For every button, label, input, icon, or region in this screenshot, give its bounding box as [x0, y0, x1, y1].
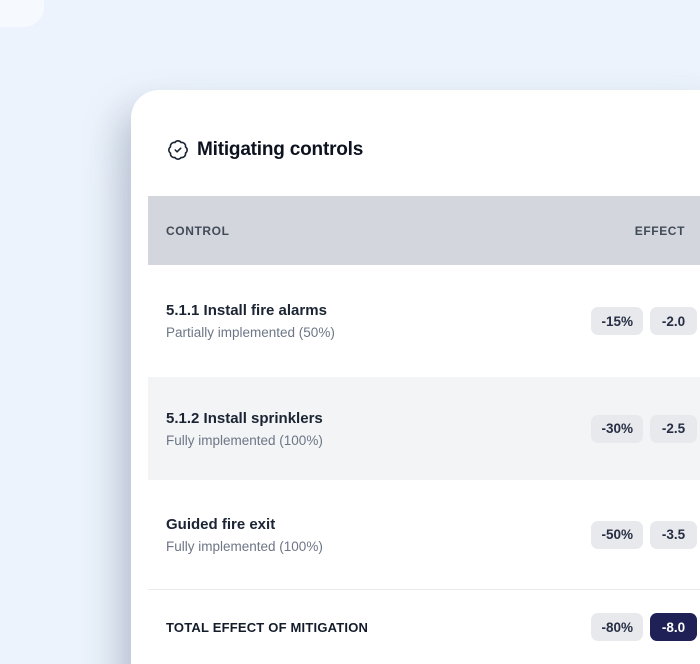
total-effect-label: TOTAL EFFECT OF MITIGATION	[166, 619, 369, 635]
total-effect-row: TOTAL EFFECT OF MITIGATION -80% -8.0	[148, 589, 700, 664]
total-effect-percent-badge: -80%	[591, 613, 643, 641]
card-header: Mitigating controls	[148, 90, 700, 196]
badge-check-icon	[167, 139, 189, 161]
effect-badges: -15% -2.0	[591, 307, 697, 335]
effect-percent-badge: -50%	[591, 520, 643, 549]
table-row: 5.1.2 Install sprinklers Fully implement…	[148, 377, 700, 480]
effect-value-badge: -3.5	[650, 520, 697, 549]
control-text: Guided fire exit Fully implemented (100%…	[166, 516, 323, 554]
control-name: 5.1.1 Install fire alarms	[166, 302, 327, 319]
control-status: Fully implemented (100%)	[166, 538, 323, 554]
table-header-row: CONTROL EFFECT	[148, 196, 700, 265]
card-title: Mitigating controls	[197, 139, 364, 160]
effect-value-badge: -2.5	[650, 414, 697, 443]
effect-badges: -30% -2.5	[591, 414, 697, 443]
control-name: 5.1.2 Install sprinklers	[166, 409, 323, 427]
column-header-effect: EFFECT	[634, 223, 685, 238]
control-name: Guided fire exit	[166, 515, 276, 533]
mitigating-controls-card: Mitigating controls CONTROL EFFECT 5.1.1…	[131, 90, 700, 664]
controls-table: CONTROL EFFECT 5.1.1 Install fire alarms…	[148, 196, 700, 664]
total-effect-value-badge: -8.0	[650, 613, 697, 641]
control-text: 5.1.2 Install sprinklers Fully implement…	[166, 410, 323, 448]
column-header-control: CONTROL	[166, 223, 230, 238]
control-status: Fully implemented (100%)	[166, 432, 323, 448]
effect-value-badge: -2.0	[650, 307, 697, 335]
effect-percent-badge: -15%	[591, 307, 643, 335]
effect-badges: -50% -3.5	[591, 520, 697, 549]
control-status: Partially implemented (50%)	[166, 325, 335, 340]
total-effect-badges: -80% -8.0	[591, 613, 697, 641]
control-text: 5.1.1 Install fire alarms Partially impl…	[166, 302, 335, 340]
table-row: Guided fire exit Fully implemented (100%…	[148, 480, 700, 589]
effect-percent-badge: -30%	[591, 414, 643, 443]
table-row: 5.1.1 Install fire alarms Partially impl…	[148, 265, 700, 377]
background-corner-decoration	[0, 0, 44, 27]
